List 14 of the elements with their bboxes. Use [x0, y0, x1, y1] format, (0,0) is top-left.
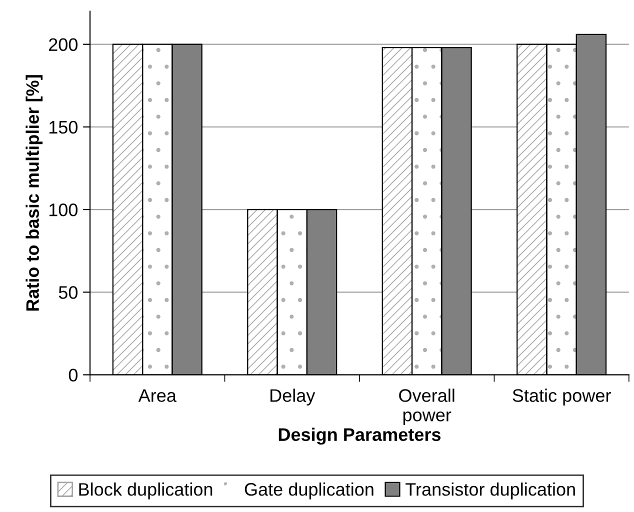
y-tick-label: 200 [49, 38, 78, 52]
y-tick-label: 0 [68, 368, 78, 382]
x-axis-title: Design Parameters [278, 428, 441, 445]
y-tick-label: 100 [49, 203, 78, 216]
x-tick-label: Overall power [399, 388, 454, 425]
legend-label: Gate duplication [244, 482, 374, 500]
legend-label: Transistor duplication [406, 482, 575, 500]
y-axis-title: Ratio to basic multiplier [%] [26, 75, 43, 311]
x-tick-label: Delay [270, 388, 316, 406]
x-tick-label: Area [138, 389, 176, 402]
legend-label: Block duplication [79, 482, 212, 500]
y-tick-label: 50 [58, 286, 78, 299]
x-tick-label: Static power [512, 388, 611, 406]
y-tick-label: 150 [49, 120, 78, 134]
